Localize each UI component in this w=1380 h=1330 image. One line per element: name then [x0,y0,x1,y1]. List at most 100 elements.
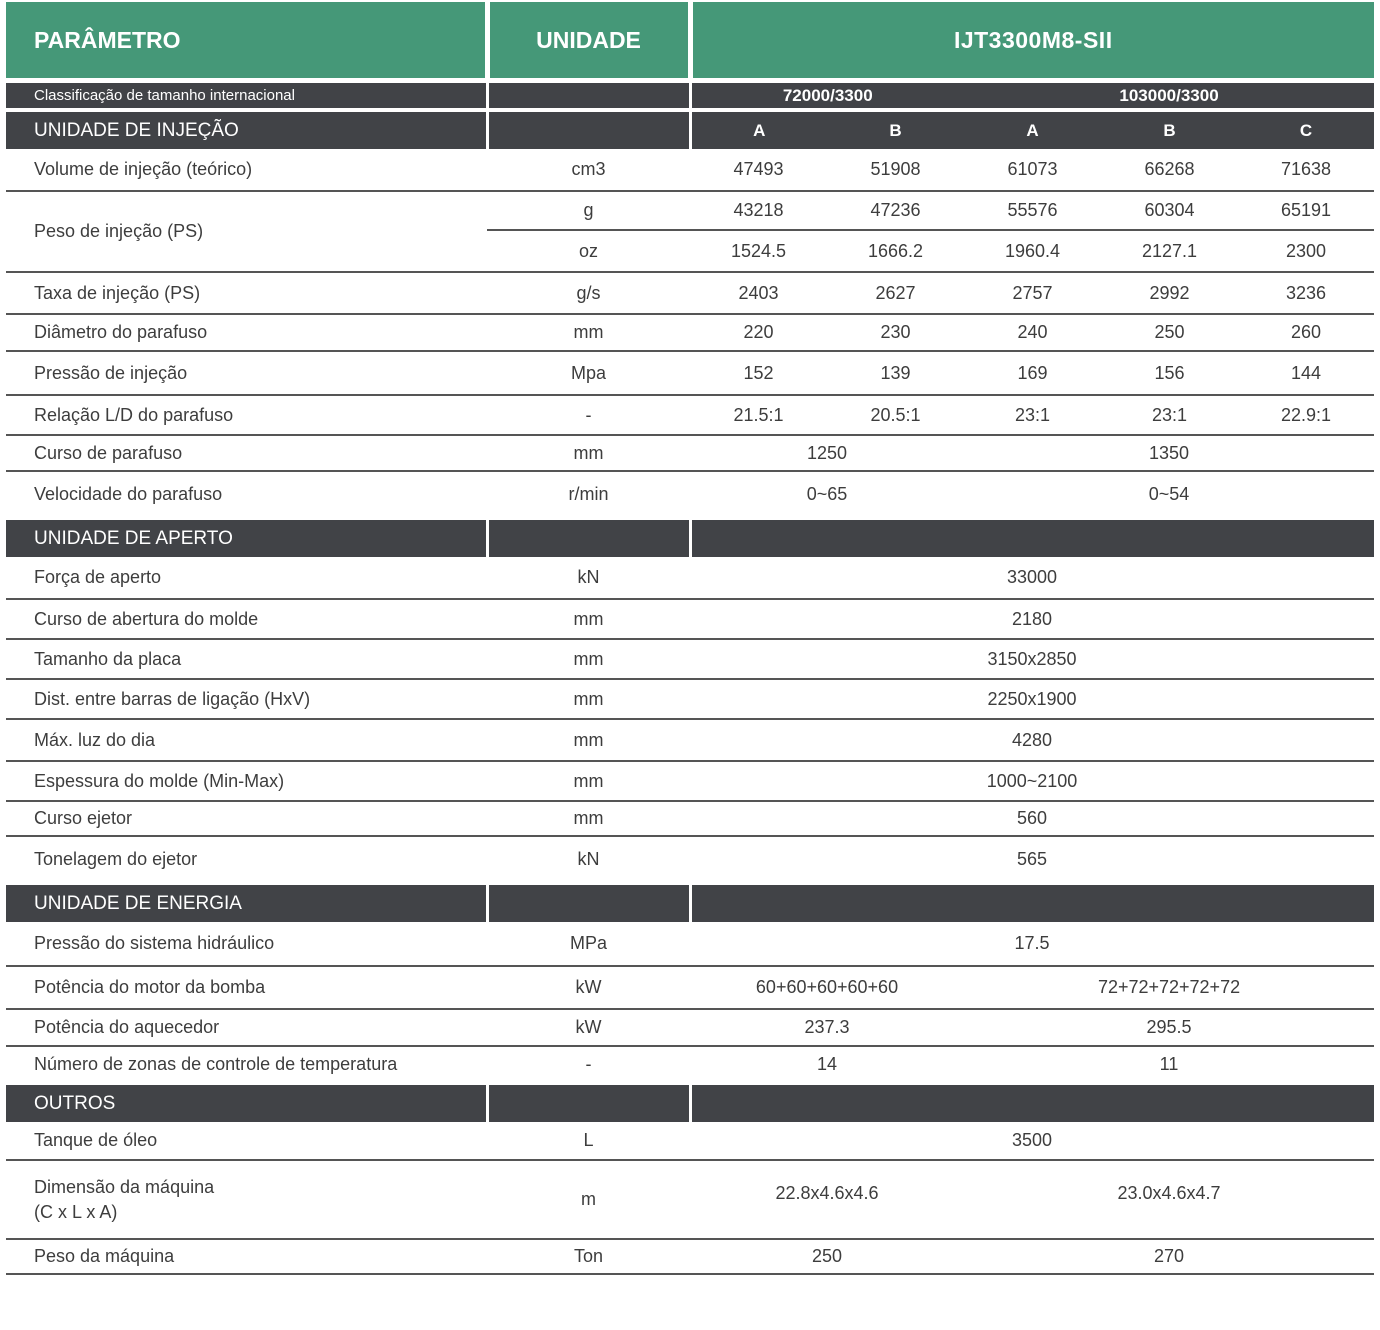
value-cell: 1666.2 [827,230,964,273]
table-row: Número de zonas de controle de temperatu… [6,1046,1375,1084]
variant-header: B [827,108,964,149]
unit-cell: mm [487,639,690,680]
value-cell: 22.8x4.6x4.6 [690,1160,964,1240]
value-cell: 240 [964,314,1101,352]
value-cell: 47493 [690,149,827,192]
variant-header: B [1101,108,1238,149]
value-cell: 43218 [690,191,827,231]
value-cell: 55576 [964,191,1101,231]
classification-row: Classificação de tamanho internacional 7… [6,80,1375,112]
value-cell: 295.5 [964,1009,1375,1047]
row-label: Espessura do molde (Min-Max) [6,761,487,802]
value-cell: 65191 [1238,191,1375,231]
value-cell: 66268 [1101,149,1238,192]
row-label: Potência do motor da bomba [6,966,487,1010]
section-value-cell [690,1081,1375,1122]
row-label-line1: Dimensão da máquina [34,1177,215,1198]
value-cell: 270 [964,1239,1375,1275]
table-row: Peso de injeção (PS) g 43218 47236 55576… [6,191,1375,273]
value-cell: 1960.4 [964,230,1101,273]
unit-cell: r/min [487,471,690,519]
size-group-2: 103000/3300 [964,80,1375,112]
table-row: Potência do motor da bomba kW 60+60+60+6… [6,966,1375,1010]
value-cell: 0~65 [690,471,964,519]
row-label: Taxa de injeção (PS) [6,272,487,315]
table-row: Espessura do molde (Min-Max) mm 1000~210… [6,761,1375,802]
value-cell: 2992 [1101,272,1238,315]
table-row: Dist. entre barras de ligação (HxV) mm 2… [6,679,1375,720]
unit-cell: Mpa [487,351,690,396]
value-cell: 565 [690,836,1375,884]
value-cell: 169 [964,351,1101,396]
table-row: Pressão do sistema hidráulico MPa 17.5 [6,922,1375,967]
value-cell: 23:1 [964,395,1101,436]
variant-header: C [1238,108,1375,149]
value-cell: 47236 [827,191,964,231]
section-value-cell [690,881,1375,922]
row-label: Dimensão da máquina (C x L x A) [6,1160,487,1240]
table-row: Potência do aquecedor kW 237.3 295.5 [6,1009,1375,1047]
model-header: IJT3300M8-SII [690,2,1375,83]
unit-cell: mm [487,435,690,472]
row-label: Dist. entre barras de ligação (HxV) [6,679,487,720]
table-row: oz 1524.5 1666.2 1960.4 2127.1 2300 [6,230,1375,273]
value-cell: 60+60+60+60+60 [690,966,964,1010]
row-label: Pressão do sistema hidráulico [6,922,487,967]
section-value-cell [690,516,1375,557]
row-label: Volume de injeção (teórico) [6,149,487,192]
value-cell: 152 [690,351,827,396]
unit-cell: kN [487,836,690,884]
section-unit-cell [487,1081,692,1122]
row-label: Peso da máquina [6,1239,487,1275]
value-cell: 1250 [690,435,964,472]
value-cell: 33000 [690,557,1375,600]
value-cell: 2250x1900 [690,679,1375,720]
table-row: Dimensão da máquina (C x L x A) m 22.8x4.… [6,1160,1375,1240]
table-row: Diâmetro do parafuso mm 220 230 240 250 … [6,314,1375,352]
unit-cell: mm [487,801,690,837]
size-group-1: 72000/3300 [690,80,964,112]
value-cell: 17.5 [690,922,1375,967]
value-cell: 250 [690,1239,964,1275]
row-label: Tamanho da placa [6,639,487,680]
row-label: Peso de injeção (PS) [6,191,487,273]
value-cell: 250 [1101,314,1238,352]
variant-header: A [964,108,1101,149]
section-unit-cell [487,881,692,922]
unit-cell: g [487,191,690,231]
table-row: Curso de abertura do molde mm 2180 [6,599,1375,640]
value-cell: 4280 [690,719,1375,762]
table-row: Peso da máquina Ton 250 270 [6,1239,1375,1275]
value-cell: 156 [1101,351,1238,396]
value-cell: 139 [827,351,964,396]
table-row: Volume de injeção (teórico) cm3 47493 51… [6,149,1375,192]
value-cell: 20.5:1 [827,395,964,436]
row-label: Curso de parafuso [6,435,487,472]
section-unit-cell [487,516,692,557]
table-row: Taxa de injeção (PS) g/s 2403 2627 2757 … [6,272,1375,315]
value-cell: 2627 [827,272,964,315]
section-unit-cell [487,108,692,149]
unit-cell: kW [487,966,690,1010]
unit-cell: mm [487,719,690,762]
value-cell: 260 [1238,314,1375,352]
row-label: Diâmetro do parafuso [6,314,487,352]
row-label: Relação L/D do parafuso [6,395,487,436]
table-row: Tonelagem do ejetor kN 565 [6,836,1375,884]
value-cell: 3500 [690,1122,1375,1161]
table-row: Máx. luz do dia mm 4280 [6,719,1375,762]
section-title-power: UNIDADE DE ENERGIA [6,881,489,922]
value-cell: 1350 [964,435,1375,472]
unit-cell: g/s [487,272,690,315]
value-cell: 237.3 [690,1009,964,1047]
value-cell: 2300 [1238,230,1375,273]
value-cell: 23.0x4.6x4.7 [964,1160,1375,1240]
value-cell: 560 [690,801,1375,837]
value-cell: 0~54 [964,471,1375,519]
table-row: Tanque de óleo L 3500 [6,1122,1375,1161]
value-cell: 2757 [964,272,1101,315]
unit-cell: mm [487,679,690,720]
section-title-others: OUTROS [6,1081,489,1122]
table-row: Curso de parafuso mm 1250 1350 [6,435,1375,472]
spec-table: PARÂMETRO UNIDADE IJT3300M8-SII Classifi… [6,2,1375,1275]
